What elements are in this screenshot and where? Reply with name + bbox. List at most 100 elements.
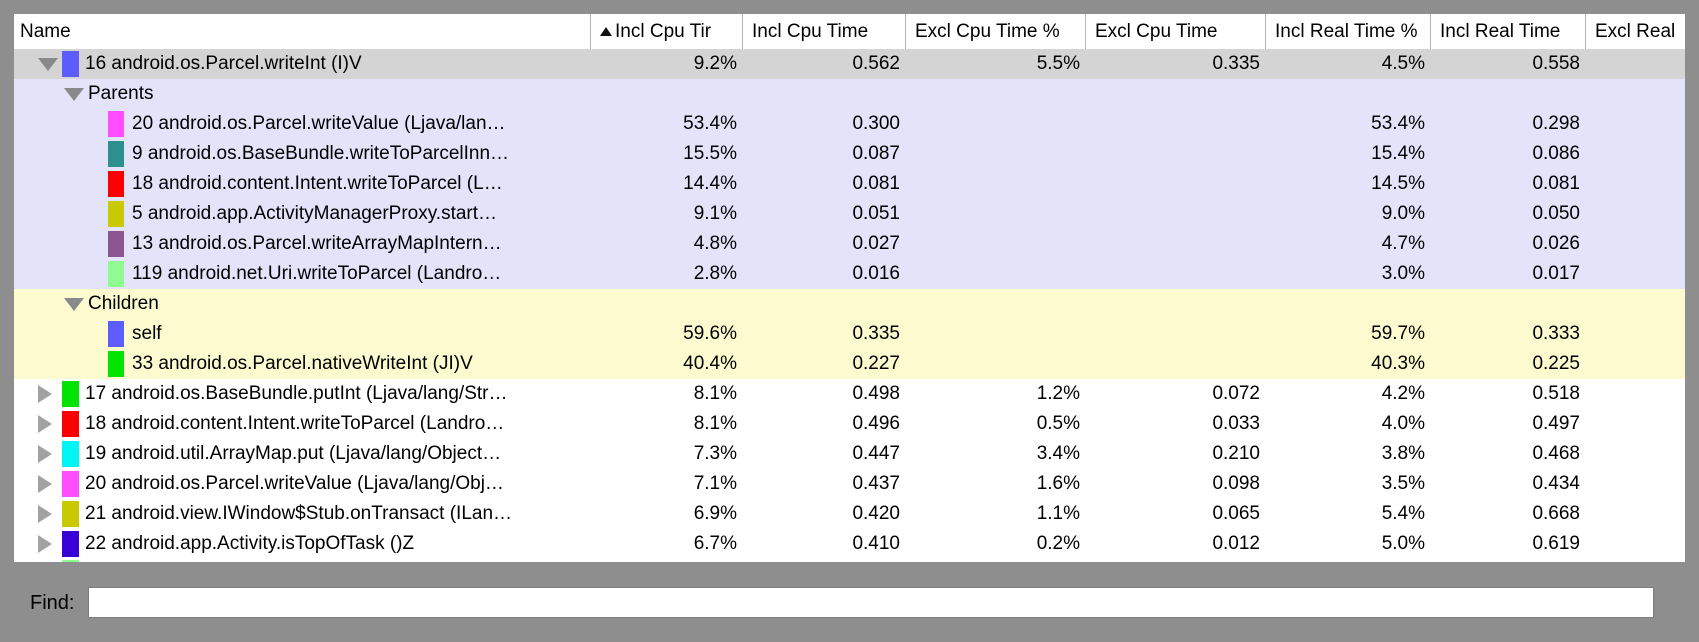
column-header-incl-real-time[interactable]: Incl Real Time %	[1265, 14, 1430, 49]
table-row[interactable]: 22 android.app.Activity.isTopOfTask ()Z 6…	[14, 529, 1685, 559]
value-cell	[1265, 289, 1430, 319]
value-cell: 2.8%	[693, 263, 737, 284]
column-header-incl-cpu-time[interactable]: Incl Cpu Time	[742, 14, 905, 49]
value-cell: 0.017	[1532, 263, 1580, 284]
value-cell: 0.012	[1212, 533, 1260, 554]
table-row[interactable]: 20 android.os.Parcel.writeValue (Ljava/l…	[14, 469, 1685, 499]
value-cell: 0.065	[1212, 503, 1260, 524]
column-header-excl-cpu-time[interactable]: Excl Cpu Time %	[905, 14, 1085, 49]
column-header-excl-cpu-time[interactable]: Excl Cpu Time	[1085, 14, 1265, 49]
name-cell: 21 android.view.IWindow$Stub.onTransact …	[14, 499, 590, 529]
table-row[interactable]	[14, 559, 1685, 562]
method-color-swatch	[62, 51, 79, 77]
method-color-swatch	[62, 381, 79, 407]
value-cell	[1585, 259, 1685, 289]
table-row[interactable]: 5 android.app.ActivityManagerProxy.start…	[14, 199, 1685, 229]
table-row[interactable]: 9 android.os.BaseBundle.writeToParcelInn…	[14, 139, 1685, 169]
value-cell	[590, 79, 742, 109]
column-header-label: Incl Cpu Time	[752, 20, 869, 42]
value-cell: 0.072	[1212, 383, 1260, 404]
column-header-excl-real[interactable]: Excl Real	[1585, 14, 1685, 49]
value-cell: 1.1%	[1036, 503, 1080, 524]
value-cell	[905, 289, 1085, 319]
table-row[interactable]: 20 android.os.Parcel.writeValue (Ljava/l…	[14, 109, 1685, 139]
value-cell	[1085, 109, 1265, 139]
value-cell: 4.8%	[693, 233, 737, 254]
value-cell: 3.5%	[1381, 473, 1425, 494]
value-cell: 0.087	[852, 143, 900, 164]
section-row-parents[interactable]: Parents	[14, 79, 1685, 109]
method-color-swatch	[62, 501, 79, 527]
value-cell	[1585, 229, 1685, 259]
method-color-swatch	[108, 141, 124, 167]
value-cell: 0.033	[1212, 413, 1260, 434]
expand-triangle-icon[interactable]	[38, 415, 52, 433]
column-header-name[interactable]: Name	[14, 14, 590, 49]
column-header-incl-real-time[interactable]: Incl Real Time	[1430, 14, 1585, 49]
value-cell	[1585, 559, 1685, 562]
value-cell	[1085, 259, 1265, 289]
value-cell: 0.619	[1532, 533, 1580, 554]
value-cell	[905, 559, 1085, 562]
value-cell	[1085, 559, 1265, 562]
value-cell: 4.7%	[1381, 233, 1425, 254]
collapse-triangle-icon[interactable]	[64, 297, 84, 311]
expand-triangle-icon[interactable]	[38, 385, 52, 403]
table-row[interactable]: 33 android.os.Parcel.nativeWriteInt (JI)…	[14, 349, 1685, 379]
value-cell: 4.0%	[1381, 413, 1425, 434]
value-cell: 59.7%	[1371, 323, 1425, 344]
name-cell: self	[14, 319, 590, 349]
value-cell: 7.1%	[693, 473, 737, 494]
name-cell: 18 android.content.Intent.writeToParcel …	[14, 169, 590, 199]
column-header-incl-cpu-tir[interactable]: Incl Cpu Tir	[590, 14, 742, 49]
value-cell: 0.558	[1532, 53, 1580, 74]
value-cell	[1585, 409, 1685, 439]
value-cell: 0.227	[852, 353, 900, 374]
expand-triangle-icon[interactable]	[38, 475, 52, 493]
value-cell: 0.016	[852, 263, 900, 284]
table-row[interactable]: 21 android.view.IWindow$Stub.onTransact …	[14, 499, 1685, 529]
collapse-triangle-icon[interactable]	[64, 87, 84, 101]
value-cell	[1585, 289, 1685, 319]
value-cell: 4.5%	[1381, 53, 1425, 74]
value-cell: 4.2%	[1381, 383, 1425, 404]
value-cell: 0.468	[1532, 443, 1580, 464]
value-cell: 0.497	[1532, 413, 1580, 434]
value-cell	[590, 289, 742, 319]
value-cell: 3.8%	[1381, 443, 1425, 464]
table-row[interactable]: 16 android.os.Parcel.writeInt (I)V 9.2% 0.…	[14, 49, 1685, 79]
value-cell	[742, 559, 905, 562]
table-row[interactable]: 119 android.net.Uri.writeToParcel (Landr…	[14, 259, 1685, 289]
table-row[interactable]: self 59.6% 0.335 59.7% 0.333	[14, 319, 1685, 349]
expand-triangle-icon[interactable]	[38, 535, 52, 553]
value-cell	[1585, 319, 1685, 349]
table-row[interactable]: 18 android.content.Intent.writeToParcel …	[14, 409, 1685, 439]
find-input[interactable]	[88, 587, 1654, 618]
method-color-swatch	[62, 471, 79, 497]
expand-triangle-icon[interactable]	[38, 445, 52, 463]
name-cell: 20 android.os.Parcel.writeValue (Ljava/l…	[14, 469, 590, 499]
collapse-triangle-icon[interactable]	[38, 57, 58, 71]
name-cell: 22 android.app.Activity.isTopOfTask ()Z	[14, 529, 590, 559]
value-cell: 0.081	[1532, 173, 1580, 194]
method-name: 5 android.app.ActivityManagerProxy.start…	[132, 203, 498, 224]
name-cell: 119 android.net.Uri.writeToParcel (Landr…	[14, 259, 590, 289]
table-row[interactable]: 18 android.content.Intent.writeToParcel …	[14, 169, 1685, 199]
table-row[interactable]: 19 android.util.ArrayMap.put (Ljava/lang…	[14, 439, 1685, 469]
value-cell: 40.4%	[683, 353, 737, 374]
value-cell: 0.225	[1532, 353, 1580, 374]
name-cell: 18 android.content.Intent.writeToParcel …	[14, 409, 590, 439]
method-color-swatch	[108, 351, 124, 377]
table-row[interactable]: 13 android.os.Parcel.writeArrayMapIntern…	[14, 229, 1685, 259]
column-header-label: Incl Cpu Tir	[615, 20, 712, 42]
expand-triangle-icon[interactable]	[38, 505, 52, 523]
value-cell: 3.0%	[1381, 263, 1425, 284]
value-cell	[1085, 79, 1265, 109]
value-cell: 5.4%	[1381, 503, 1425, 524]
value-cell	[905, 349, 1085, 379]
table-row[interactable]: 17 android.os.BaseBundle.putInt (Ljava/l…	[14, 379, 1685, 409]
section-row-children[interactable]: Children	[14, 289, 1685, 319]
value-cell: 1.6%	[1036, 473, 1080, 494]
value-cell	[1085, 229, 1265, 259]
